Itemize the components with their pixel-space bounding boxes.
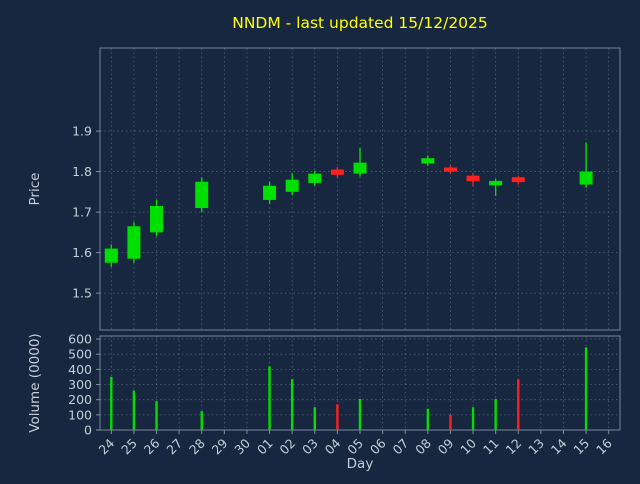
volume-tick-label: 200 (68, 392, 92, 407)
candle-body (104, 248, 118, 263)
x-axis-label: Day (347, 456, 374, 472)
candle-body (579, 171, 593, 185)
volume-tick-label: 300 (68, 377, 92, 392)
volume-tick-label: 100 (68, 407, 92, 422)
price-tick-label: 1.6 (72, 245, 92, 260)
price-tick-label: 1.5 (72, 286, 92, 301)
candle-body (511, 177, 525, 183)
volume-tick-label: 600 (68, 332, 92, 347)
candle-body (127, 226, 141, 259)
candle-body (195, 181, 209, 209)
candle-body (263, 185, 277, 200)
volume-tick-label: 0 (84, 423, 92, 438)
chart-title: NNDM - last updated 15/12/2025 (232, 14, 488, 32)
candle-body (330, 169, 344, 175)
candle-body (353, 162, 367, 174)
axes-frame (99, 47, 621, 331)
candle-body (466, 175, 480, 182)
candle-body (308, 173, 322, 183)
volume-tick-label: 500 (68, 347, 92, 362)
price-tick-label: 1.9 (72, 124, 92, 139)
volume-axis-label: Volume (0000) (27, 333, 43, 432)
candle-body (421, 158, 435, 164)
candle-body (443, 167, 457, 172)
candle-body (489, 180, 503, 186)
volume-tick-label: 400 (68, 362, 92, 377)
price-tick-label: 1.7 (72, 205, 92, 220)
price-tick-label: 1.8 (72, 164, 92, 179)
price-axis-label: Price (27, 173, 43, 206)
candle-body (285, 179, 299, 192)
candle-body (150, 206, 164, 233)
